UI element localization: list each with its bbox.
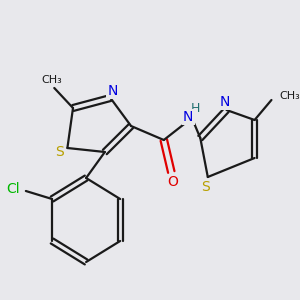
Text: H: H (191, 101, 200, 115)
Text: S: S (56, 145, 64, 159)
Text: Cl: Cl (6, 182, 20, 196)
Text: N: N (183, 110, 193, 124)
Text: CH₃: CH₃ (41, 75, 62, 85)
Text: N: N (107, 84, 118, 98)
Text: S: S (202, 180, 210, 194)
Text: O: O (168, 175, 178, 189)
Text: CH₃: CH₃ (279, 91, 300, 101)
Text: N: N (220, 95, 230, 109)
